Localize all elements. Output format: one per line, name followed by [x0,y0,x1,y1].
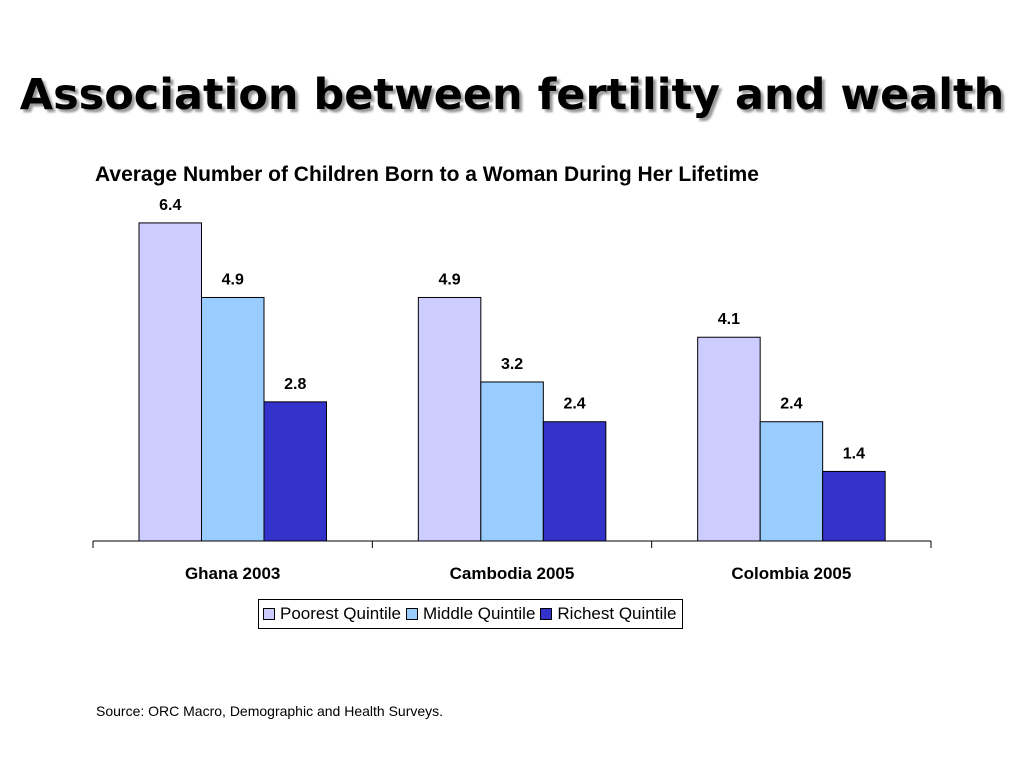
data-label-richest-1: 2.4 [563,396,585,413]
slide-title: Association between fertility and wealth [19,70,1005,120]
legend-swatch-middle [405,608,418,620]
bar-richest-1 [542,421,607,542]
data-label-middle-2: 2.4 [780,396,802,413]
bars-group: 6.4 4.9 2.8 4.9 3.2 2.4 4.1 2.4 1.4 [138,197,886,542]
data-label-poorest-1: 4.9 [438,271,460,288]
data-label-richest-0: 2.8 [284,376,306,393]
x-tick-label-1: Cambodia 2005 [450,564,575,583]
legend-label-poorest: Poorest Quintile [280,604,401,623]
x-axis: Ghana 2003 Cambodia 2005 Colombia 2005 [92,540,932,583]
chart-title: Average Number of Children Born to a Wom… [95,163,759,186]
bar-poorest-0 [138,222,202,542]
bar-middle-2 [759,421,824,542]
legend-swatch-poorest [263,608,275,620]
bar-middle-1 [480,381,544,542]
legend-label-richest: Richest Quintile [557,604,677,623]
data-label-richest-2: 1.4 [843,445,865,462]
legend-item-richest: Richest Quintile [540,604,676,624]
bar-chart: 6.4 4.9 2.8 4.9 3.2 2.4 4.1 2.4 1.4 Ghana 2003 Ca… [92,197,932,583]
data-label-middle-1: 3.2 [501,356,523,373]
x-tick-label-0: Ghana 2003 [185,564,280,583]
x-tick-label-2: Colombia 2005 [731,564,851,583]
bar-middle-0 [201,296,265,542]
source-note: Source: ORC Macro, Demographic and Healt… [96,703,444,719]
bar-richest-2 [822,470,886,542]
data-label-poorest-0: 6.4 [159,197,181,214]
data-label-middle-0: 4.9 [222,271,244,288]
legend: Poorest Quintile Middle Quintile Richest… [258,599,684,629]
bar-richest-0 [263,401,327,542]
legend-item-poorest: Poorest Quintile [263,604,401,624]
bar-poorest-2 [697,336,761,542]
legend-item-middle: Middle Quintile [405,604,536,624]
bar-poorest-1 [417,296,482,542]
data-label-poorest-2: 4.1 [718,311,740,328]
legend-swatch-richest [540,608,553,620]
legend-label-middle: Middle Quintile [422,604,536,623]
